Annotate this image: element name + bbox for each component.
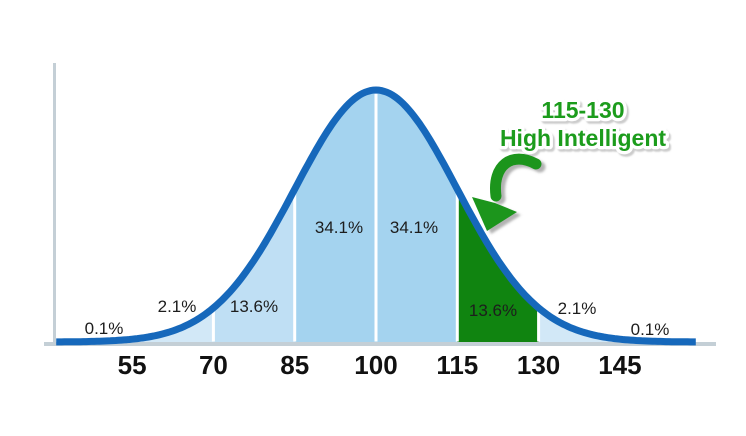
segment: [132, 309, 214, 342]
segment: [376, 92, 458, 342]
annotation-range-text: 115-130: [541, 97, 624, 123]
percent-label: 2.1%: [158, 297, 197, 316]
bell-curve-path: [56, 86, 696, 346]
percent-label: 2.1%: [558, 299, 597, 318]
percent-label: 0.1%: [631, 320, 670, 339]
percent-label: 0.1%: [85, 319, 124, 338]
percent-label: 34.1%: [315, 218, 363, 237]
segment: [538, 309, 620, 342]
segment-percent-labels: 0.1% 2.1% 13.6% 34.1% 34.1% 13.6% 2.1% 0.1%: [85, 218, 670, 339]
x-axis-tick-labels: 55 70 85 100 115 130 145: [118, 350, 642, 380]
x-tick-label: 115: [436, 350, 478, 380]
percent-label: 34.1%: [390, 218, 438, 237]
arrow-shaft: [490, 153, 542, 202]
x-tick-label: 130: [517, 350, 560, 380]
curved-arrow-icon: [472, 153, 542, 231]
x-tick-label: 145: [598, 350, 641, 380]
bell-curve-line: [56, 86, 696, 346]
x-tick-label: 55: [118, 350, 147, 380]
x-axis-line: [44, 342, 716, 346]
x-tick-label: 100: [354, 350, 397, 380]
x-tick-label: 85: [280, 350, 309, 380]
arrow-head: [472, 197, 517, 231]
segment: [294, 92, 376, 342]
segment-dividers: [130, 92, 622, 342]
x-tick-label: 70: [199, 350, 228, 380]
y-axis-line: [53, 63, 56, 344]
percent-label: 13.6%: [230, 297, 278, 316]
highlight-annotation: 115-130 High Intelligent: [497, 94, 670, 155]
annotation-label-text: High Intelligent: [500, 125, 666, 151]
percent-label: 13.6%: [469, 301, 517, 320]
